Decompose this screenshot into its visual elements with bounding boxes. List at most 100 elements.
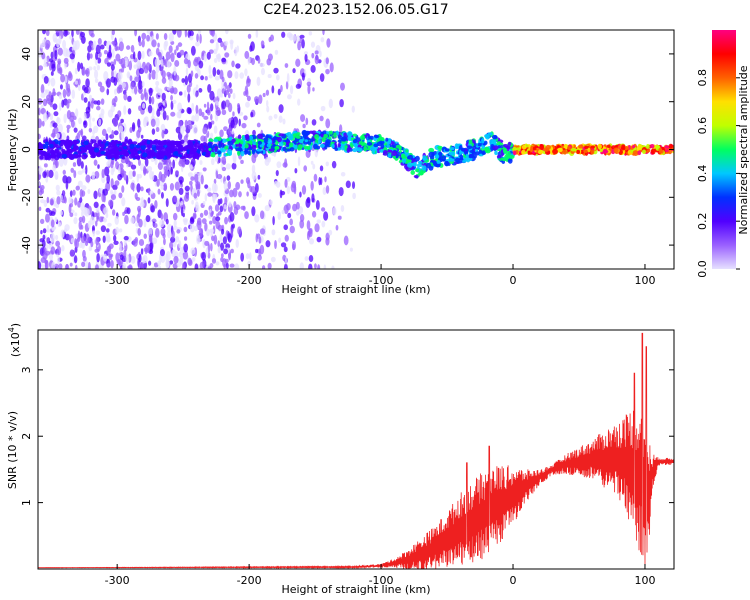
- spectrogram-point: [229, 211, 235, 222]
- spectrogram-point: [95, 220, 98, 227]
- spectrogram-point: [139, 261, 144, 269]
- spectrogram-point: [314, 55, 320, 65]
- spectrogram-point: [448, 151, 454, 156]
- spectrogram-point: [200, 75, 204, 81]
- spectrogram-point: [73, 255, 78, 264]
- spectrogram-point: [225, 243, 231, 250]
- spectrogram-point: [250, 111, 254, 118]
- spectrogram-point: [333, 132, 337, 139]
- spectrogram-point: [95, 51, 99, 61]
- spectrogram-point: [329, 62, 334, 73]
- spectrogram-point: [140, 248, 144, 255]
- spectrogram-point: [183, 145, 190, 151]
- spectrogram-point: [84, 207, 88, 214]
- x-tick-label: -100: [369, 274, 394, 287]
- spectrogram-point: [200, 174, 204, 185]
- spectrogram-point: [136, 173, 140, 183]
- spectrogram-point: [512, 150, 517, 156]
- spectrogram-point: [501, 157, 507, 162]
- spectrogram-point: [112, 184, 118, 191]
- spectrogram-point: [129, 75, 133, 82]
- spectrogram-point: [302, 123, 306, 129]
- spectrogram-point: [106, 88, 110, 96]
- spectrogram-point: [55, 30, 61, 33]
- spectrogram-point: [202, 239, 206, 249]
- colorbar-label: Normalized spectral amplitude: [737, 65, 750, 234]
- bottom-y-axis: 1 2 3: [20, 366, 674, 506]
- spectrogram-point: [287, 134, 294, 141]
- spectrogram-point: [345, 180, 351, 189]
- spectrogram-point: [41, 52, 46, 60]
- spectrogram-point: [444, 161, 449, 166]
- spectrogram-point: [271, 85, 275, 94]
- spectrogram-point: [78, 117, 82, 125]
- spectrogram-point: [138, 238, 145, 246]
- spectrogram-point: [61, 148, 66, 153]
- spectrogram-point: [49, 198, 54, 206]
- spectrogram-point: [492, 145, 499, 150]
- spectrogram-point: [225, 163, 231, 170]
- spectrogram-point: [458, 157, 464, 161]
- top-y-axis: -40 -20 0 20 40: [20, 47, 674, 254]
- spectrogram-point: [228, 201, 232, 208]
- spectrogram-point: [171, 230, 175, 239]
- spectrogram-point: [206, 187, 212, 192]
- spectrogram-point: [187, 172, 193, 178]
- spectrogram-point: [438, 146, 442, 152]
- spectrogram-point: [212, 193, 216, 204]
- spectrogram-point: [59, 66, 63, 76]
- spectrogram-point: [195, 41, 200, 47]
- spectrogram-point: [108, 44, 112, 54]
- spectrogram-point: [215, 170, 219, 179]
- spectrogram-point: [170, 111, 176, 117]
- spectrogram-point: [168, 32, 174, 42]
- spectrogram-point: [134, 76, 140, 83]
- spectrogram-point: [415, 168, 420, 173]
- spectrogram-point: [275, 181, 281, 188]
- spectrogram-point: [42, 112, 48, 122]
- spectrogram-point: [190, 176, 195, 181]
- spectrogram-point: [383, 149, 388, 155]
- spectrogram-point: [284, 234, 289, 242]
- spectrogram-point: [194, 173, 199, 183]
- spectrogram-point: [154, 57, 160, 68]
- spectrogram-point: [124, 214, 129, 225]
- spectrogram-point: [249, 252, 252, 261]
- spectrogram-point: [308, 238, 315, 245]
- spectrogram-point: [273, 113, 278, 119]
- spectrogram-point: [148, 260, 152, 266]
- spectrogram-point: [111, 48, 115, 58]
- y-tick-label: 0: [20, 146, 33, 153]
- spectrogram-point: [270, 256, 276, 263]
- spectrogram-point: [250, 185, 256, 194]
- spectrogram-point: [79, 197, 83, 203]
- spectrogram-point: [410, 170, 416, 175]
- spectrogram-point: [76, 157, 82, 167]
- spectrogram-point: [207, 84, 212, 93]
- spectrogram-point: [174, 49, 177, 56]
- spectrogram-point: [198, 108, 203, 117]
- spectrogram-point: [328, 229, 333, 236]
- spectrogram-point: [172, 212, 178, 221]
- spectrogram-point: [286, 148, 292, 152]
- spectrogram-point: [297, 156, 301, 167]
- spectrogram-point: [223, 204, 227, 210]
- colorbar-gradient: [712, 30, 736, 269]
- spectrogram-point: [77, 180, 83, 188]
- spectrogram-point: [246, 95, 251, 102]
- spectrogram-point: [267, 138, 273, 145]
- spectrogram-point: [224, 258, 229, 264]
- spectrogram-point: [201, 152, 206, 156]
- spectrogram-point: [268, 36, 272, 43]
- spectrogram-point: [110, 154, 115, 158]
- spectrogram-point: [266, 105, 270, 113]
- spectrogram-point: [303, 51, 309, 56]
- spectrogram-point: [468, 139, 473, 145]
- snr-panel: -300 -200 -100 0 100 1 2 3 Height of straight …: [6, 323, 675, 596]
- spectrogram-point: [220, 228, 225, 235]
- spectrogram-point: [323, 133, 329, 139]
- spectrogram-point: [111, 209, 116, 216]
- bottom-y-axis-label: SNR (10 * v/v): [6, 411, 19, 489]
- spectrogram-point: [227, 127, 232, 136]
